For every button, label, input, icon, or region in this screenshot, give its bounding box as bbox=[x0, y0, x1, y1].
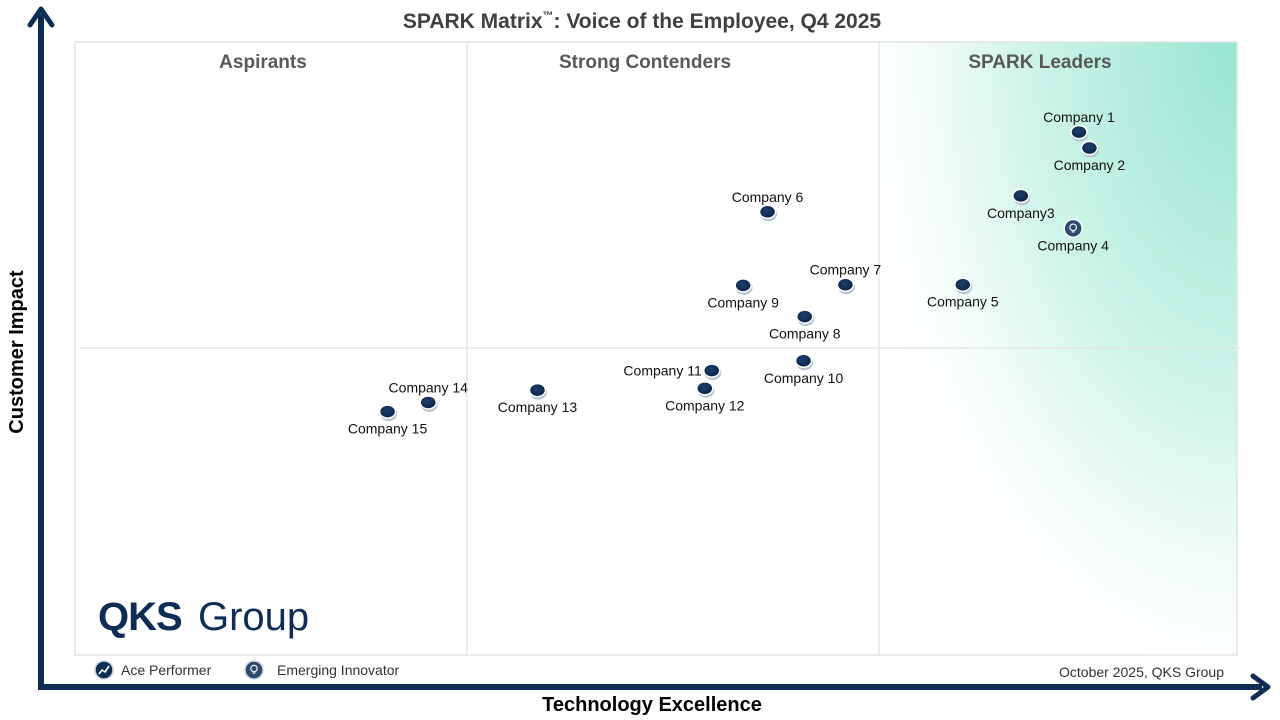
ace-performer-marker bbox=[528, 382, 547, 398]
ace-performer-marker bbox=[419, 395, 437, 410]
point-label: Company 10 bbox=[764, 370, 844, 386]
point-label: Company 5 bbox=[927, 294, 999, 310]
point-label: Company 15 bbox=[348, 421, 428, 437]
ace-performer-marker bbox=[696, 381, 714, 396]
data-point-company-14: Company 14 bbox=[389, 379, 469, 412]
svg-text:QKS: QKS bbox=[98, 595, 182, 639]
point-label: Company 2 bbox=[1054, 157, 1126, 173]
trend-up-icon bbox=[94, 660, 114, 680]
ace-performer-marker bbox=[703, 363, 721, 378]
ace-performer-marker bbox=[794, 353, 813, 369]
data-point-company-9: Company 9 bbox=[707, 278, 779, 310]
point-label: Company 7 bbox=[810, 262, 882, 278]
data-point-company-11: Company 11 bbox=[623, 363, 722, 381]
data-points: Company 1 Company 2 Company3 Company 4 Compa… bbox=[348, 109, 1126, 437]
point-label: Company3 bbox=[987, 205, 1055, 221]
y-axis-label: Customer Impact bbox=[6, 270, 28, 434]
quadrant-label-aspirants: Aspirants bbox=[219, 52, 307, 73]
point-label: Company 13 bbox=[498, 399, 578, 415]
point-label: Company 8 bbox=[769, 326, 841, 342]
data-point-company-8: Company 8 bbox=[769, 309, 841, 342]
ace-performer-marker bbox=[795, 309, 814, 324]
ace-performer-marker bbox=[1070, 124, 1088, 140]
legend-item-ace-performer: Ace Performer bbox=[94, 660, 212, 680]
point-label: Company 1 bbox=[1043, 109, 1115, 125]
y-axis-arrow-icon bbox=[27, 6, 55, 28]
x-axis-arrow-icon bbox=[1250, 673, 1271, 701]
innovator-marker bbox=[1063, 218, 1083, 239]
ace-performer-marker bbox=[836, 277, 855, 292]
data-point-company3: Company3 bbox=[987, 188, 1055, 221]
point-label: Company 11 bbox=[623, 363, 702, 379]
data-point-company-10: Company 10 bbox=[764, 353, 844, 386]
data-point-company-4: Company 4 bbox=[1037, 218, 1109, 253]
legend: Ace Performer Emerging Innovator bbox=[94, 660, 400, 680]
svg-text:Group: Group bbox=[198, 595, 309, 639]
footer-source: October 2025, QKS Group bbox=[1059, 664, 1224, 680]
ace-performer-marker bbox=[734, 278, 752, 293]
data-point-company-1: Company 1 bbox=[1043, 109, 1115, 142]
point-label: Company 12 bbox=[665, 397, 745, 413]
ace-performer-marker bbox=[1080, 140, 1099, 156]
qks-group-logo: QKS Group bbox=[98, 595, 309, 639]
chart-title: SPARK Matrix™: Voice of the Employee, Q4… bbox=[403, 10, 882, 33]
data-point-company-7: Company 7 bbox=[810, 262, 882, 295]
point-label: Company 14 bbox=[389, 379, 469, 395]
data-point-company-15: Company 15 bbox=[348, 404, 428, 437]
ace-performer-marker bbox=[954, 277, 972, 292]
svg-text:Emerging Innovator: Emerging Innovator bbox=[277, 662, 400, 678]
svg-text:Ace Performer: Ace Performer bbox=[121, 662, 212, 678]
ace-performer-marker bbox=[1012, 188, 1030, 204]
quadrant-label-strong-contenders: Strong Contenders bbox=[559, 52, 731, 73]
data-point-company-2: Company 2 bbox=[1054, 140, 1126, 173]
data-point-company-6: Company 6 bbox=[732, 189, 804, 222]
data-point-company-13: Company 13 bbox=[498, 382, 578, 415]
data-point-company-12: Company 12 bbox=[665, 381, 745, 413]
ace-performer-marker bbox=[378, 404, 397, 419]
data-point-company-5: Company 5 bbox=[927, 277, 999, 310]
ace-performer-marker bbox=[758, 204, 777, 220]
point-label: Company 4 bbox=[1037, 237, 1109, 253]
x-axis-label: Technology Excellence bbox=[542, 694, 762, 716]
quadrant-label-spark-leaders: SPARK Leaders bbox=[968, 52, 1111, 73]
point-label: Company 6 bbox=[732, 189, 804, 205]
lightbulb-icon bbox=[244, 660, 264, 680]
lightbulb-icon bbox=[1069, 223, 1078, 232]
legend-item-emerging-innovator: Emerging Innovator bbox=[244, 660, 400, 680]
point-label: Company 9 bbox=[707, 294, 779, 310]
